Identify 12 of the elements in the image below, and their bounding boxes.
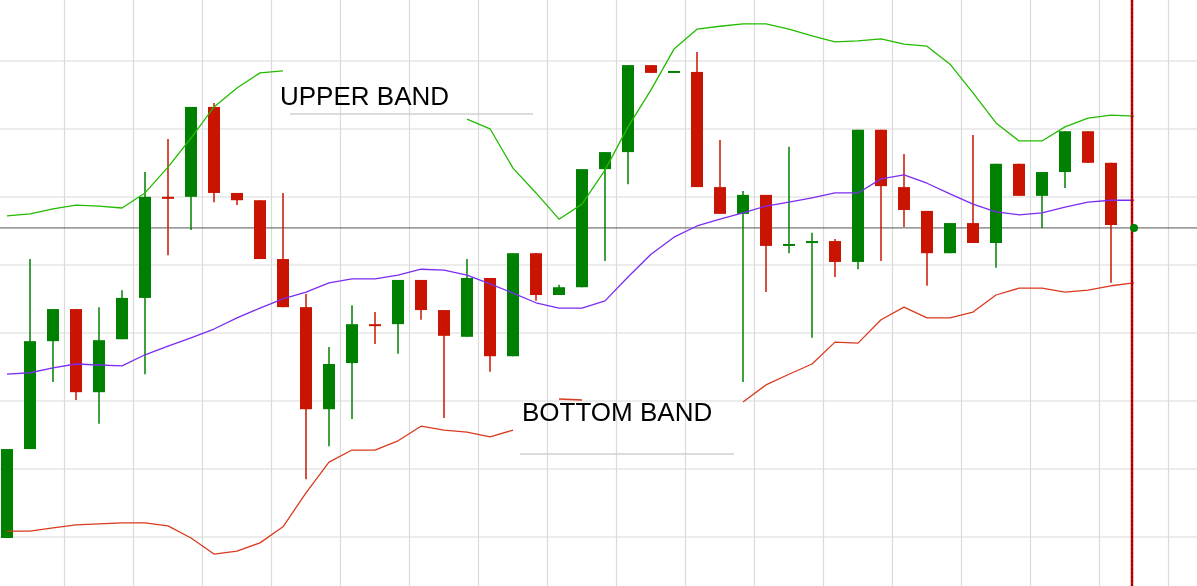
candlestick [898, 153, 910, 228]
candlestick [967, 134, 979, 244]
candlestick [783, 146, 795, 254]
candlestick [369, 311, 381, 345]
candlestick [806, 232, 818, 339]
candlestick [599, 151, 611, 262]
candlestick [737, 190, 749, 383]
annotation: UPPER BAND [280, 81, 450, 111]
annotation: BOTTOM BAND [522, 397, 713, 427]
candlestick [829, 238, 841, 278]
candlestick [1036, 171, 1048, 229]
candlestick [162, 138, 174, 256]
